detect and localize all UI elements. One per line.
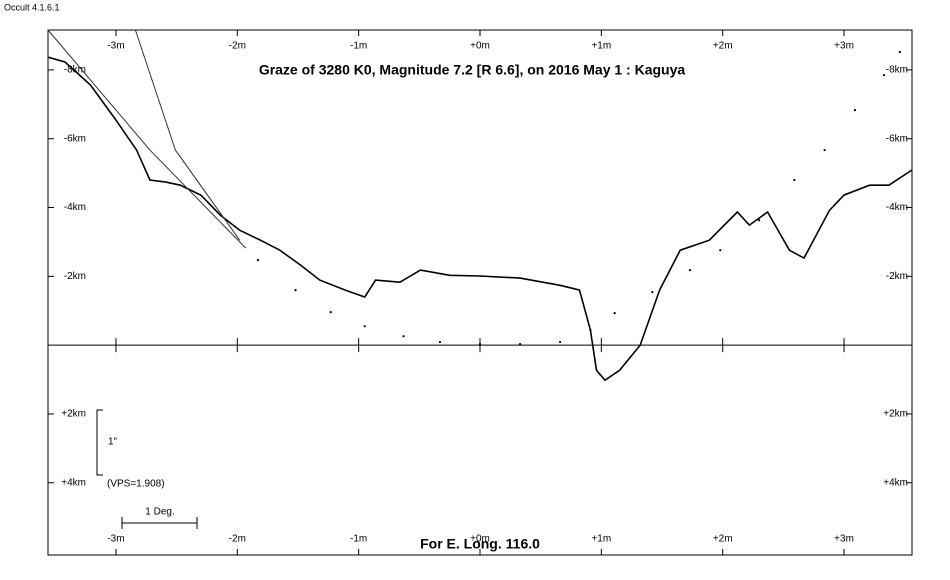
y-tick-label: +4km (883, 477, 908, 488)
y-tick-label: -4km (886, 202, 908, 213)
y-tick-label: -6km (64, 133, 86, 144)
profile-line (47, 29, 247, 249)
y-tick-label: -4km (64, 202, 86, 213)
limb-dot (294, 288, 297, 292)
x-tick-label: +1m (591, 41, 611, 52)
x-tick-label: +3m (834, 534, 854, 545)
x-tick-label: -2m (229, 534, 246, 545)
degree-bar (121, 517, 198, 529)
limb-dot (363, 325, 366, 328)
limb-dot (589, 328, 592, 332)
limb-dot (518, 343, 522, 346)
limb-dot (793, 178, 796, 182)
profile-line (47, 56, 913, 382)
limb-dot (898, 50, 901, 54)
limb-dot (758, 219, 761, 222)
x-tick-label: +2m (713, 41, 733, 52)
limb-dot (438, 340, 442, 344)
x-tick-label: +3m (834, 41, 854, 52)
limb-dot (478, 343, 482, 346)
limb-dot (823, 148, 826, 152)
x-tick-label: +0m (470, 41, 490, 52)
limb-dot (651, 291, 654, 294)
limb-dot (613, 312, 616, 315)
y-tick-label: -2km (64, 271, 86, 282)
limb-dot (882, 73, 886, 77)
y-tick-label: -8km (886, 65, 908, 76)
x-tick-label: -2m (229, 41, 246, 52)
y-tick-label: +4km (61, 477, 86, 488)
x-tick-label: -1m (350, 534, 367, 545)
limb-dot (256, 259, 260, 262)
x-tick-label: +0m (470, 534, 490, 545)
footer: For E. Long. 116.0 (420, 536, 540, 552)
window-title: Occult 4.1.6.1 (4, 2, 60, 12)
limb-dot (558, 340, 562, 344)
y-tick-label: -2km (886, 271, 908, 282)
scale-label: 1" (108, 437, 118, 448)
limb-dot (402, 335, 405, 338)
x-tick-label: -3m (107, 534, 124, 545)
y-tick-label: +2km (61, 409, 86, 420)
y-tick-label: -6km (886, 133, 908, 144)
chart-title: Graze of 3280 K0, Magnitude 7.2 [R 6.6],… (259, 62, 686, 78)
x-tick-label: -3m (107, 41, 124, 52)
y-tick-label: +2km (883, 409, 908, 420)
limb-dot (329, 311, 332, 314)
vps-label: (VPS=1.908) (107, 479, 165, 490)
limb-dot (853, 109, 857, 112)
plot-frame (47, 29, 913, 556)
x-tick-label: +2m (713, 534, 733, 545)
limb-dot (719, 249, 722, 252)
degree-label: 1 Deg. (145, 507, 174, 518)
limb-dot (688, 269, 692, 272)
x-tick-label: -1m (350, 41, 367, 52)
scale-bracket (96, 409, 103, 476)
x-tick-label: +1m (591, 534, 611, 545)
profile-line (134, 29, 241, 241)
